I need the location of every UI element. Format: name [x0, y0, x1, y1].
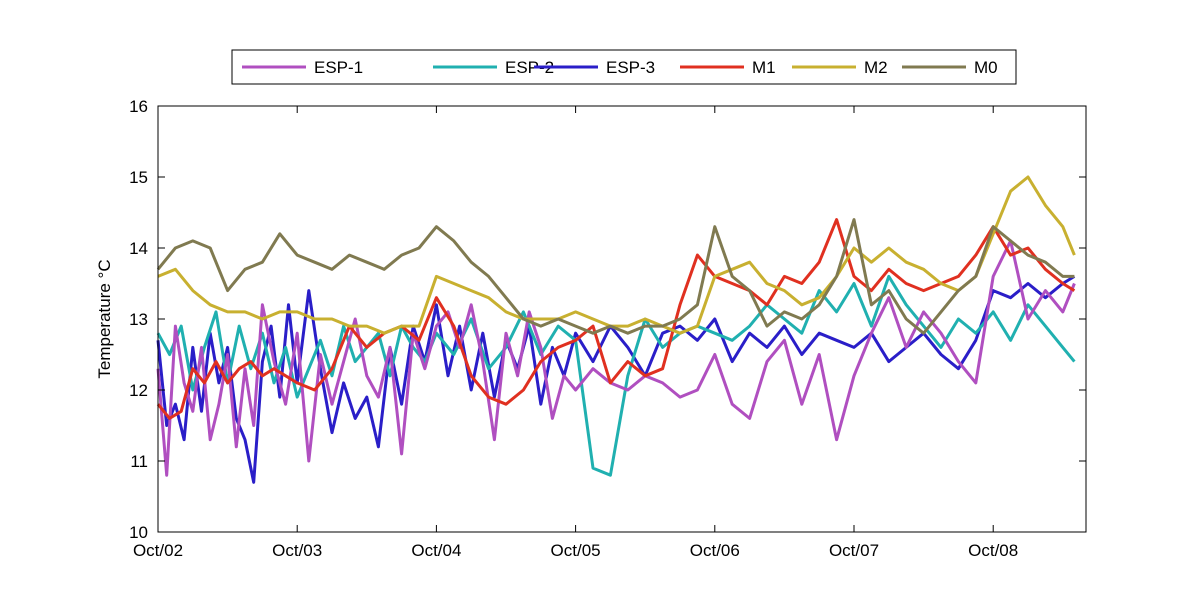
legend-label-m0: M0 — [974, 58, 998, 77]
legend-label-m1: M1 — [752, 58, 776, 77]
x-tick-label: Oct/05 — [551, 541, 601, 560]
y-tick-label: 14 — [129, 239, 148, 258]
x-tick-label: Oct/03 — [272, 541, 322, 560]
y-tick-label: 15 — [129, 168, 148, 187]
x-tick-label: Oct/04 — [411, 541, 461, 560]
legend-label-esp-2: ESP-2 — [505, 58, 554, 77]
x-tick-label: Oct/02 — [133, 541, 183, 560]
x-tick-label: Oct/06 — [690, 541, 740, 560]
legend-box — [231, 49, 1017, 85]
series-line-esp-2 — [156, 274, 1076, 477]
y-tick-label: 16 — [129, 97, 148, 116]
y-tick-label: 12 — [129, 381, 148, 400]
legend-label-esp-1: ESP-1 — [314, 58, 363, 77]
series-line-esp-1 — [156, 239, 1076, 477]
y-tick-label: 11 — [130, 452, 148, 471]
plot-area — [158, 106, 1086, 532]
x-tick-label: Oct/07 — [829, 541, 879, 560]
legend-label-m2: M2 — [864, 58, 888, 77]
y-tick-label: 10 — [129, 523, 148, 542]
series-layer — [156, 175, 1076, 484]
y-tick-label: 13 — [129, 310, 148, 329]
legend: ESP-1 ESP-2 ESP-3 M1 M2 M0 — [231, 49, 1017, 85]
y-axis-label: Temperature °C — [95, 259, 114, 378]
y-axis: 10 11 12 13 14 15 16 — [129, 97, 1086, 542]
legend-label-esp-3: ESP-3 — [606, 58, 655, 77]
series-line-m2 — [157, 175, 1076, 335]
series-line-m1 — [156, 218, 1076, 420]
x-axis: Oct/02 Oct/03 Oct/04 Oct/05 Oct/06 Oct/07 Oct/… — [133, 106, 1018, 560]
x-tick-label: Oct/08 — [968, 541, 1018, 560]
series-line-m0 — [156, 218, 1075, 335]
